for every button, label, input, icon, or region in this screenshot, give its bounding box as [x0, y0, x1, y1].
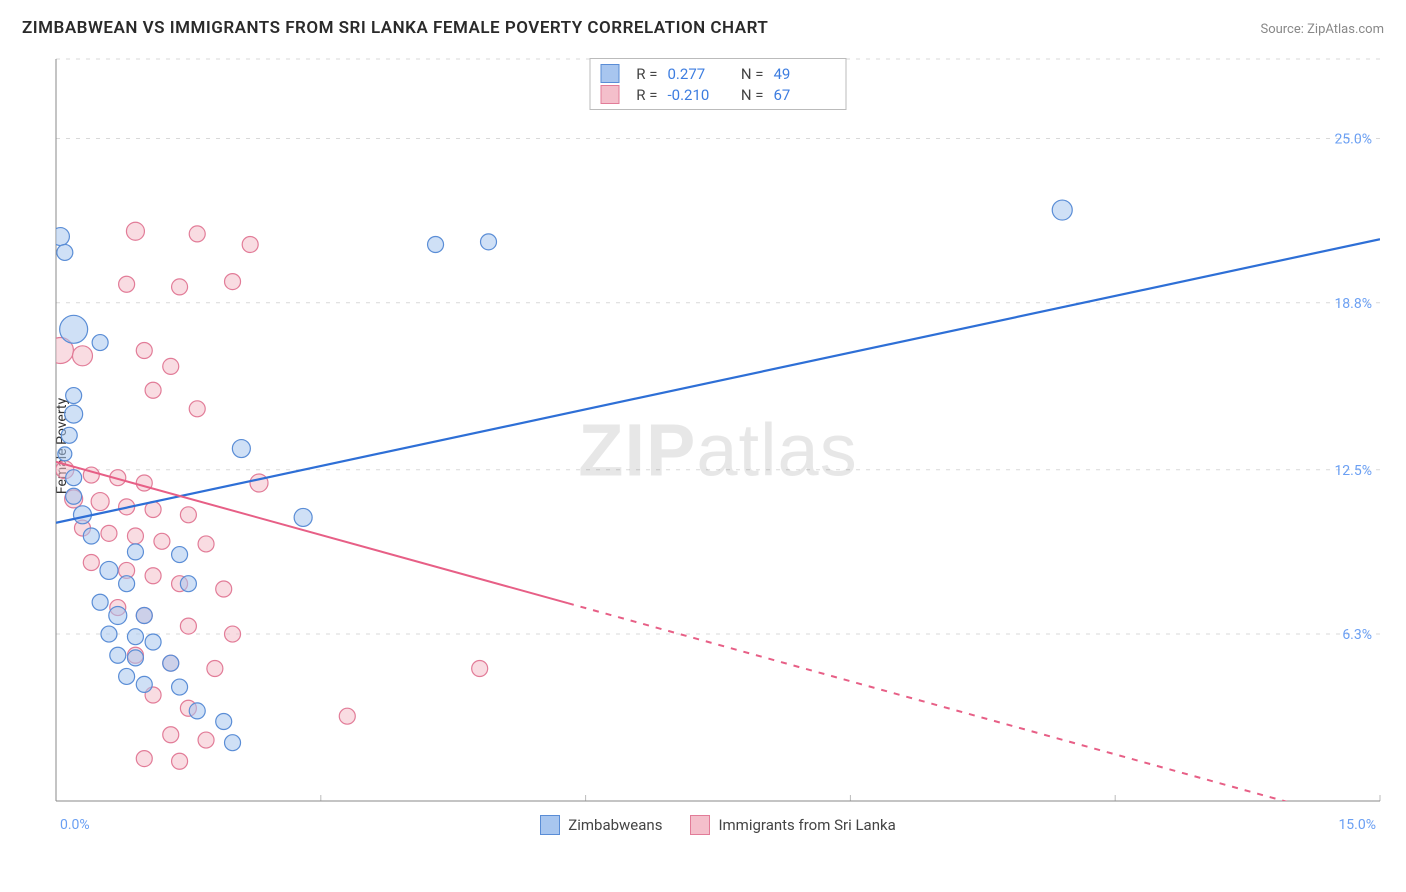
svg-text:18.8%: 18.8%	[1334, 296, 1372, 312]
legend-swatch-0	[540, 815, 560, 835]
n-label: N =	[736, 86, 764, 104]
legend-label-0: Zimbabweans	[568, 816, 662, 834]
r-label: R =	[630, 86, 658, 104]
legend-item-0: Zimbabweans	[540, 815, 662, 835]
plot-area: R = 0.277 N = 49 R = -0.210 N = 67 6.3% 1…	[52, 55, 1384, 845]
chart-svg: 6.3% 12.5% 18.8% 25.0%	[52, 55, 1384, 845]
stats-swatch-0	[601, 64, 620, 83]
series-legend: Zimbabweans Immigrants from Sri Lanka	[52, 815, 1384, 835]
svg-text:12.5%: 12.5%	[1334, 463, 1372, 479]
stats-row-1: R = -0.210 N = 67	[601, 84, 832, 105]
n-label: N =	[736, 65, 764, 83]
stats-swatch-1	[601, 85, 620, 104]
header-row: ZIMBABWEAN VS IMMIGRANTS FROM SRI LANKA …	[22, 18, 1384, 38]
svg-text:25.0%: 25.0%	[1334, 132, 1372, 148]
stats-row-0: R = 0.277 N = 49	[601, 63, 832, 84]
stats-legend: R = 0.277 N = 49 R = -0.210 N = 67	[590, 58, 847, 110]
legend-item-1: Immigrants from Sri Lanka	[690, 815, 895, 835]
stats-n-value-1: 67	[774, 86, 832, 104]
legend-label-1: Immigrants from Sri Lanka	[718, 816, 895, 834]
stats-r-value-0: 0.277	[668, 65, 726, 83]
source-label: Source: ZipAtlas.com	[1260, 22, 1384, 37]
legend-swatch-1	[690, 815, 710, 835]
r-label: R =	[630, 65, 658, 83]
svg-text:6.3%: 6.3%	[1342, 627, 1372, 643]
stats-n-value-0: 49	[774, 65, 832, 83]
chart-title: ZIMBABWEAN VS IMMIGRANTS FROM SRI LANKA …	[22, 18, 768, 38]
stats-r-value-1: -0.210	[668, 86, 726, 104]
